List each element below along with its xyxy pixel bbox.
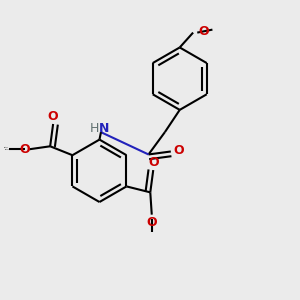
Text: O: O [174,143,184,157]
Text: O: O [19,143,30,156]
Text: H: H [90,122,99,135]
Text: O: O [148,156,159,169]
Text: O: O [146,216,157,229]
Text: N: N [99,122,110,135]
Text: O: O [198,25,209,38]
Text: methyl: methyl [4,147,9,148]
Text: methyl: methyl [4,148,10,150]
Text: O: O [48,110,58,123]
